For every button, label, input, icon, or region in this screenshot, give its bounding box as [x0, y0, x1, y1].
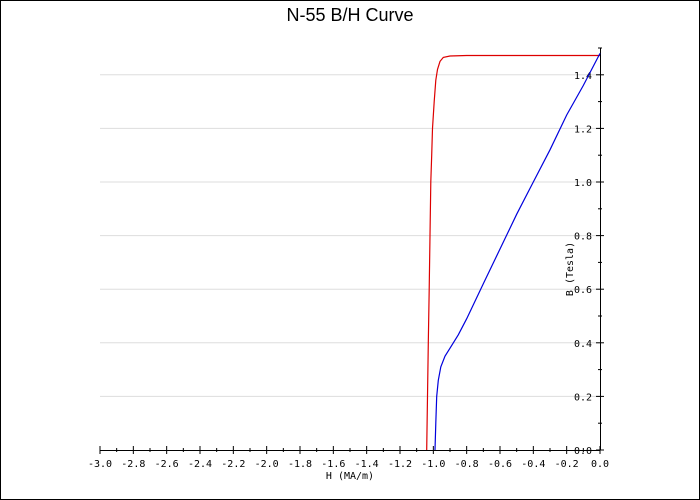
x-axis-ticks: -3.0 -2.8 -2.6 -2.4 -2.2 -2.0 -1.8 -1.6 -1.4 -1.2…: [88, 446, 609, 470]
y-tick-label: 0.0: [574, 446, 592, 457]
x-tick-label: -0.6: [488, 459, 512, 470]
y-tick-label: 0.8: [574, 232, 592, 243]
series-line-1: [426, 54, 600, 451]
x-tick-label: -2.6: [155, 459, 179, 470]
axes: [100, 48, 601, 451]
y-tick-label: 0.4: [574, 339, 592, 350]
y-tick-label: 0.2: [574, 392, 592, 403]
x-tick-label: -1.4: [355, 459, 379, 470]
y-tick-label: 1.0: [574, 178, 592, 189]
x-tick-label: -0.4: [521, 459, 545, 470]
x-tick-label: -3.0: [88, 459, 112, 470]
x-tick-label: -2.2: [221, 459, 245, 470]
grid-lines: [100, 74, 600, 397]
x-tick-label: -1.2: [388, 459, 412, 470]
y-axis-label: B (Tesla): [565, 242, 576, 296]
x-tick-label: -2.4: [188, 459, 212, 470]
x-axis-label: H (MA/m): [326, 471, 374, 482]
x-tick-label: -2.8: [121, 459, 145, 470]
x-tick-label: -0.8: [455, 459, 479, 470]
x-tick-label: -1.0: [421, 459, 445, 470]
data-series: [426, 53, 601, 451]
x-tick-label: -1.6: [321, 459, 345, 470]
y-tick-label: 0.6: [574, 285, 592, 296]
y-tick-label: 1.2: [574, 124, 592, 135]
x-tick-label: -0.2: [555, 459, 579, 470]
x-tick-label: 0.0: [591, 459, 609, 470]
y-axis-ticks: 0.0 0.2 0.4 0.6 0.8 1.0 1.2 1.4: [574, 47, 604, 457]
chart-title: N-55 B/H Curve: [286, 5, 413, 25]
series-line-2: [434, 53, 601, 451]
x-tick-label: -1.8: [288, 459, 312, 470]
x-tick-label: -2.0: [255, 459, 279, 470]
y-tick-label: 1.4: [574, 71, 592, 82]
